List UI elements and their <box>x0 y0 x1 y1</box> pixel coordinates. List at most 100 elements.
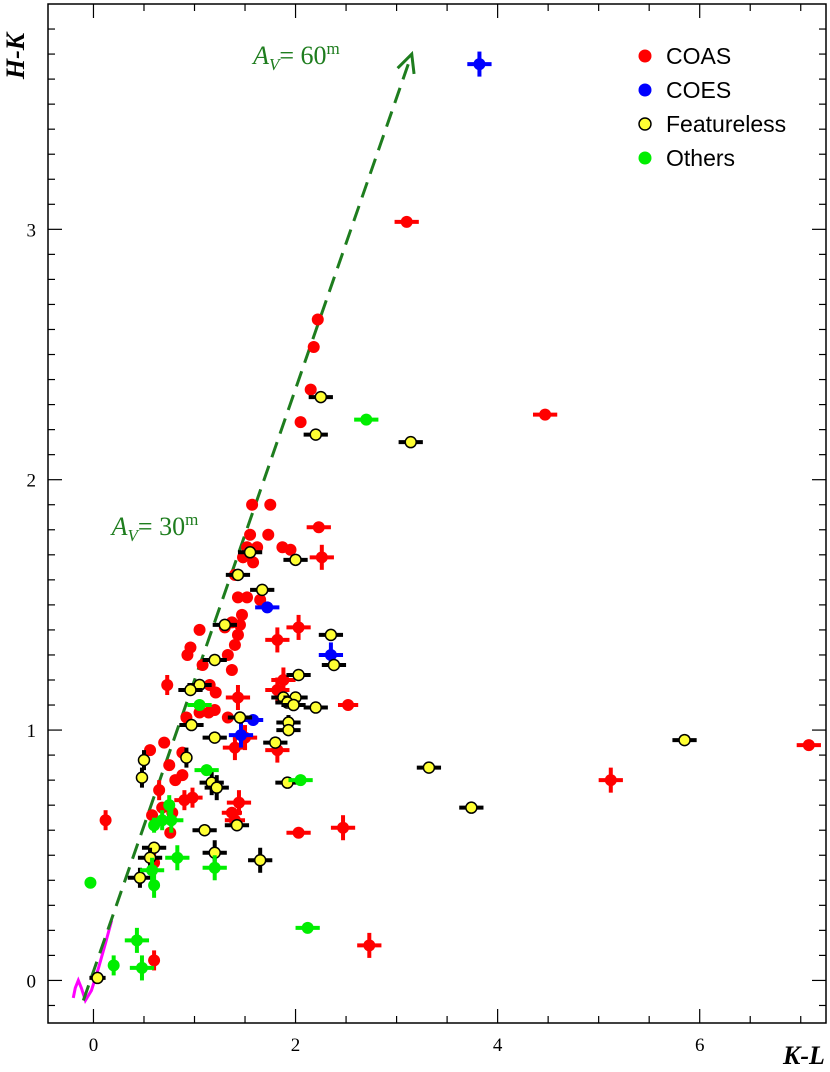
coas-point <box>337 821 350 834</box>
y-tick-label: 1 <box>27 721 37 742</box>
featureless-point <box>289 553 302 567</box>
featureless-point <box>309 428 323 441</box>
others-point <box>107 959 120 972</box>
coas-point <box>148 954 161 967</box>
coas-point <box>221 648 234 661</box>
featureless-point <box>287 698 300 712</box>
others-point <box>148 879 161 892</box>
featureless-point <box>137 753 151 767</box>
legend: COAS COES Featureless Others <box>638 43 786 171</box>
others-point <box>171 851 184 864</box>
others-point <box>193 699 206 712</box>
featureless-point <box>253 854 267 867</box>
coes-series <box>228 51 492 748</box>
others-point <box>135 961 148 974</box>
x-tick-label: 4 <box>493 1035 503 1056</box>
annotation-av30: AV= 30m <box>110 510 199 545</box>
coas-series <box>99 215 821 971</box>
featureless-point <box>185 718 198 732</box>
coas-point <box>163 759 176 772</box>
plot-frame <box>47 3 827 1024</box>
coas-point <box>233 618 246 631</box>
reddening-vector <box>81 50 416 1001</box>
coas-point <box>232 796 245 809</box>
annotation-prefix: A <box>110 512 128 541</box>
coas-point <box>604 774 617 787</box>
x-tick-label: 2 <box>291 1035 301 1056</box>
annotation-sub: V <box>128 526 141 545</box>
coas-point <box>235 608 248 621</box>
coas-point <box>246 498 259 511</box>
coas-point <box>284 543 297 556</box>
legend-marker <box>638 151 652 165</box>
y-tick-label: 0 <box>27 971 37 992</box>
coas-point <box>264 498 277 511</box>
coas-point <box>539 408 552 421</box>
y-tick-label: 2 <box>27 471 37 492</box>
legend-label: Others <box>666 145 735 171</box>
featureless-point <box>314 390 328 404</box>
coas-point <box>184 641 197 654</box>
annotation-sup: m <box>327 39 340 58</box>
coas-point <box>311 313 324 326</box>
coas-point <box>225 663 238 676</box>
others-point <box>208 861 221 874</box>
others-point <box>84 876 97 889</box>
featureless-point <box>465 801 478 814</box>
coas-point <box>196 658 209 671</box>
coas-point <box>176 769 189 782</box>
featureless-point <box>327 658 341 672</box>
coas-point <box>231 691 244 704</box>
coas-point <box>294 416 307 429</box>
x-axis-title: K-L <box>782 1041 825 1070</box>
annotation-value: = 60 <box>279 41 326 70</box>
coas-point <box>231 628 244 641</box>
coas-point <box>247 556 260 569</box>
legend-marker <box>638 83 652 97</box>
legend-item-coas: COAS <box>638 43 731 69</box>
coas-point <box>292 826 305 839</box>
featureless-point <box>91 971 104 985</box>
coas-point <box>228 741 241 754</box>
featureless-point <box>230 818 244 832</box>
x-tick-label: 6 <box>695 1035 705 1056</box>
featureless-point <box>135 771 149 784</box>
others-series <box>84 413 379 981</box>
others-point <box>163 799 176 812</box>
featureless-point <box>678 733 691 747</box>
featureless-point <box>404 435 417 449</box>
y-axis-title: H-K <box>1 31 30 80</box>
coas-point <box>400 215 413 228</box>
others-point <box>130 934 143 947</box>
coas-point <box>231 591 244 604</box>
coas-point <box>292 621 305 634</box>
others-point <box>200 764 213 777</box>
coes-point <box>261 601 274 614</box>
coas-point <box>244 528 257 541</box>
featureless-point <box>184 683 197 697</box>
featureless-point <box>255 583 269 597</box>
x-tick-label: 0 <box>89 1035 99 1056</box>
coas-point <box>254 593 267 606</box>
featureless-point <box>208 731 221 744</box>
featureless-point <box>324 628 338 642</box>
others-point <box>146 864 159 877</box>
featureless-point <box>180 751 193 764</box>
featureless-point <box>243 546 257 559</box>
coas-point <box>144 744 157 757</box>
legend-label: COAS <box>666 43 731 69</box>
axes: 0 2 4 6 0 1 2 3 K-L H-K <box>1 3 827 1070</box>
legend-label: Featureless <box>666 111 786 137</box>
featureless-point <box>231 568 245 582</box>
legend-marker <box>638 49 652 63</box>
legend-item-featureless: Featureless <box>638 111 786 137</box>
others-point <box>294 774 307 787</box>
legend-label: COES <box>666 77 731 103</box>
coas-point <box>312 521 325 534</box>
annotation-sup: m <box>185 510 198 529</box>
featureless-series <box>89 390 697 985</box>
featureless-point <box>233 711 247 724</box>
featureless-point <box>282 723 295 737</box>
coas-point <box>228 638 241 651</box>
